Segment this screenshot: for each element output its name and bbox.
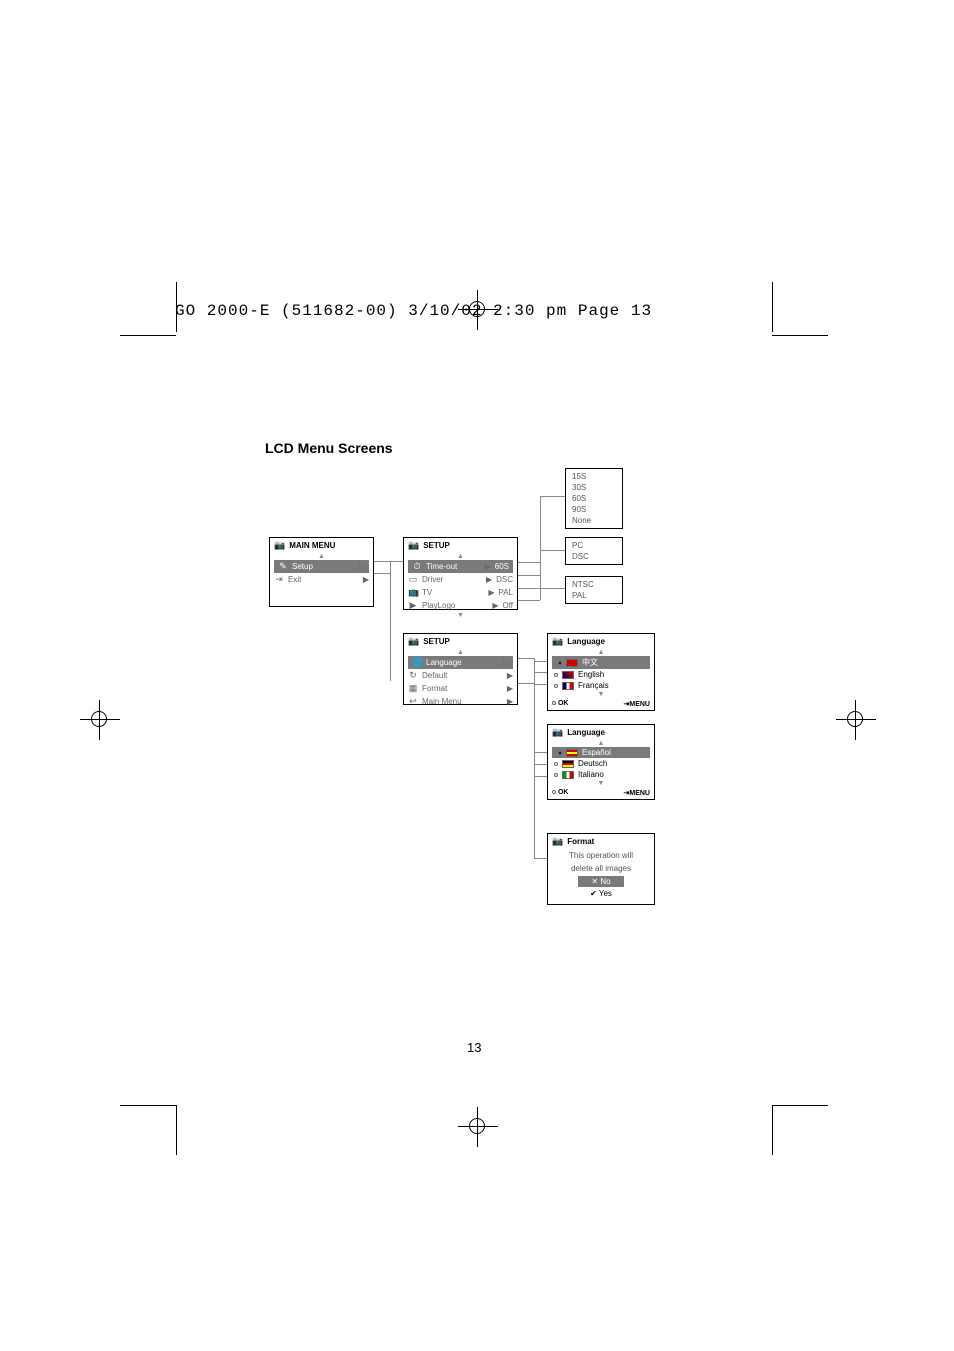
- setup2-title: SETUP: [423, 637, 450, 646]
- radio-icon: [554, 762, 558, 766]
- list-item[interactable]: DSC: [572, 551, 616, 562]
- list-item[interactable]: NTSC: [572, 579, 616, 590]
- section-title: LCD Menu Screens: [265, 440, 393, 456]
- print-header: GO 2000-E (511682-00) 3/10/02 2:30 pm Pa…: [175, 302, 652, 320]
- list-item[interactable]: 30S: [572, 482, 616, 493]
- lang-option[interactable]: Español: [552, 747, 650, 758]
- list-item[interactable]: PC: [572, 540, 616, 551]
- back-icon: ↩: [408, 696, 418, 707]
- globe-icon: 🌐: [412, 657, 422, 668]
- radio-icon: [554, 673, 558, 677]
- lang2-title: Language: [567, 728, 605, 737]
- list-item[interactable]: PAL: [572, 590, 616, 601]
- setup-panel-1: 📷SETUP ▲ ⏱Time-out▶60S ▭Driver▶DSC 📺TV▶P…: [403, 537, 518, 610]
- clock-icon: ⏱: [412, 561, 422, 572]
- storage-icon: ▦: [408, 683, 418, 694]
- ok-label[interactable]: OK: [558, 700, 569, 707]
- camera-icon: 📷: [274, 540, 285, 551]
- setup-timeout[interactable]: ⏱Time-out▶60S: [408, 560, 513, 573]
- flag-icon: [566, 749, 578, 757]
- format-msg2: delete all images: [548, 862, 654, 875]
- language-panel-2: 📷Language ▲ Español Deutsch Italiano ▼ O…: [547, 724, 655, 800]
- setup-format[interactable]: ▦Format▶: [404, 682, 517, 695]
- camera-icon: 📷: [552, 836, 563, 847]
- main-menu-item-exit[interactable]: ⇥Exit▶: [270, 573, 373, 586]
- flag-icon: [562, 671, 574, 679]
- list-item[interactable]: 90S: [572, 504, 616, 515]
- list-item[interactable]: None: [572, 515, 616, 526]
- main-menu-panel: 📷MAIN MENU ▲ ✎Setup▷ ⇥Exit▶: [269, 537, 374, 607]
- setup-language[interactable]: 🌐Language▷: [408, 656, 513, 669]
- setup-playlogo[interactable]: ▶PlayLogo▶Off: [404, 599, 517, 612]
- dot-icon: [552, 790, 556, 794]
- driver-listbox: PC DSC: [565, 537, 623, 565]
- camera-icon: 📷: [408, 636, 419, 647]
- flag-icon: [566, 659, 578, 667]
- radio-icon: [554, 684, 558, 688]
- lang-option[interactable]: Français: [548, 680, 654, 691]
- setup-mainmenu[interactable]: ↩Main Menu▶: [404, 695, 517, 708]
- tv-listbox: NTSC PAL: [565, 576, 623, 604]
- main-menu-title: MAIN MENU: [289, 541, 335, 550]
- main-menu-item-setup[interactable]: ✎Setup▷: [274, 560, 369, 573]
- lang-option[interactable]: Deutsch: [548, 758, 654, 769]
- no-button[interactable]: ✕ No: [578, 876, 624, 887]
- flag-icon: [562, 682, 574, 690]
- check-icon: ✔: [590, 889, 597, 898]
- list-item[interactable]: 60S: [572, 493, 616, 504]
- dot-icon: [552, 701, 556, 705]
- language-panel-1: 📷Language ▲ 中文 English Français ▼ OK⇥MEN…: [547, 633, 655, 711]
- format-msg1: This operation will: [548, 849, 654, 862]
- radio-icon: [558, 661, 562, 665]
- camera-icon: 📷: [552, 727, 563, 738]
- exit-icon: ⇥: [274, 574, 284, 585]
- flag-icon: [562, 760, 574, 768]
- lang-option[interactable]: 中文: [552, 656, 650, 669]
- radio-icon: [558, 751, 562, 755]
- tv-icon: 📺: [408, 587, 418, 598]
- menu-label[interactable]: MENU: [629, 701, 650, 708]
- lang1-title: Language: [567, 637, 605, 646]
- timeout-listbox: 15S 30S 60S 90S None: [565, 468, 623, 529]
- monitor-icon: ▭: [408, 574, 418, 585]
- camera-icon: 📷: [552, 636, 563, 647]
- page-number: 13: [467, 1040, 481, 1055]
- setup1-title: SETUP: [423, 541, 450, 550]
- setup-tv[interactable]: 📺TV▶PAL: [404, 586, 517, 599]
- lang-option[interactable]: English: [548, 669, 654, 680]
- pencil-icon: ✎: [278, 561, 288, 572]
- radio-icon: [554, 773, 558, 777]
- play-icon: ▶: [408, 600, 418, 611]
- yes-button[interactable]: ✔ Yes: [578, 888, 624, 899]
- camera-icon: 📷: [408, 540, 419, 551]
- list-item[interactable]: 15S: [572, 471, 616, 482]
- format-title: Format: [567, 837, 594, 846]
- cycle-icon: ↻: [408, 670, 418, 681]
- ok-label[interactable]: OK: [558, 789, 569, 796]
- flag-icon: [562, 771, 574, 779]
- setup-default[interactable]: ↻Default▶: [404, 669, 517, 682]
- setup-driver[interactable]: ▭Driver▶DSC: [404, 573, 517, 586]
- setup-panel-2: 📷SETUP ▲ 🌐Language▷ ↻Default▶ ▦Format▶ ↩…: [403, 633, 518, 705]
- x-icon: ✕: [591, 877, 598, 886]
- menu-label[interactable]: MENU: [629, 790, 650, 797]
- format-panel: 📷 Format This operation will delete all i…: [547, 833, 655, 905]
- lang-option[interactable]: Italiano: [548, 769, 654, 780]
